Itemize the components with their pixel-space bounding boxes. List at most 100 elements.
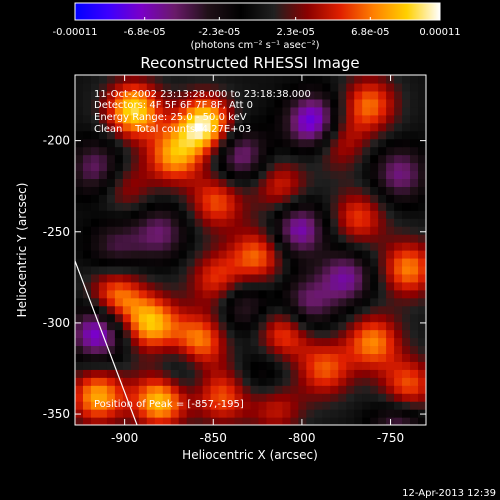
heatmap-cell <box>314 114 323 124</box>
heatmap-cell <box>138 369 148 378</box>
heatmap-cell <box>258 194 268 203</box>
heatmap-cell <box>122 114 132 124</box>
heatmap-cell <box>354 162 363 172</box>
heatmap-cell <box>98 305 108 315</box>
heatmap-cell <box>282 194 291 203</box>
heatmap-cell <box>162 242 172 251</box>
heatmap-cell <box>402 154 411 164</box>
heatmap-cell <box>75 257 84 267</box>
heatmap-cell <box>362 289 371 299</box>
heatmap-cell <box>346 170 355 179</box>
heatmap-cell <box>130 265 140 275</box>
heatmap-cell <box>98 138 108 148</box>
heatmap-cell <box>106 154 116 164</box>
heatmap-cell <box>386 250 395 259</box>
heatmap-cell <box>354 377 363 386</box>
heatmap-cell <box>82 75 92 84</box>
heatmap-cell <box>410 289 419 299</box>
heatmap-cell <box>170 313 180 323</box>
heatmap-cell <box>258 393 268 402</box>
heatmap-cell <box>290 130 299 140</box>
heatmap-cell <box>290 265 299 275</box>
heatmap-cell <box>250 194 260 203</box>
heatmap-cell <box>82 273 92 283</box>
heatmap-cell <box>290 257 299 267</box>
heatmap-cell <box>394 250 403 259</box>
heatmap-cell <box>370 98 379 108</box>
heatmap-cell <box>370 186 379 195</box>
heatmap-cell <box>322 194 331 203</box>
heatmap-cell <box>234 265 244 275</box>
heatmap-cell <box>258 289 268 299</box>
heatmap-cell <box>106 273 116 283</box>
heatmap-cell <box>362 385 371 394</box>
heatmap-cell <box>362 75 371 84</box>
heatmap-cell <box>290 234 299 243</box>
heatmap-cell <box>306 226 315 235</box>
heatmap-cell <box>202 321 212 331</box>
heatmap-cell <box>282 146 291 156</box>
heatmap-cell <box>226 202 236 211</box>
heatmap-cell <box>290 321 299 331</box>
heatmap-cell <box>258 138 268 148</box>
heatmap-cell <box>378 114 387 124</box>
heatmap-cell <box>162 385 172 394</box>
heatmap-cell <box>266 273 276 283</box>
heatmap-cell <box>290 90 299 100</box>
heatmap-cell <box>306 242 315 251</box>
heatmap-cell <box>258 273 268 283</box>
heatmap-cell <box>298 329 307 339</box>
heatmap-cell <box>354 281 363 291</box>
heatmap-cell <box>306 369 315 378</box>
heatmap-cell <box>282 186 291 195</box>
heatmap-cell <box>210 130 220 140</box>
heatmap-cell <box>282 122 291 132</box>
heatmap-cell <box>234 353 244 362</box>
heatmap-cell <box>250 210 260 219</box>
heatmap-cell <box>114 313 124 323</box>
heatmap-cell <box>418 154 426 164</box>
heatmap-cell <box>122 75 132 84</box>
heatmap-cell <box>402 98 411 108</box>
heatmap-cell <box>90 194 100 203</box>
heatmap-cell <box>210 369 220 378</box>
heatmap-cell <box>210 273 220 283</box>
heatmap-cell <box>138 337 148 347</box>
heatmap-cell <box>394 281 403 291</box>
heatmap-cell <box>306 210 315 219</box>
heatmap-cell <box>242 154 252 164</box>
heatmap-cell <box>330 377 339 386</box>
heatmap-cell <box>266 90 276 100</box>
heatmap-cell <box>98 154 108 164</box>
heatmap-cell <box>146 75 156 84</box>
heatmap-cell <box>162 345 172 354</box>
heatmap-cell <box>218 210 228 219</box>
heatmap-cell <box>386 273 395 283</box>
heatmap-cell <box>90 273 100 283</box>
heatmap-cell <box>170 114 180 124</box>
heatmap-cell <box>114 75 124 84</box>
heatmap-cell <box>258 82 268 92</box>
heatmap-cell <box>402 210 411 219</box>
heatmap-cell <box>298 170 307 179</box>
heatmap-cell <box>90 377 100 386</box>
heatmap-cell <box>378 401 387 410</box>
heatmap-cell <box>75 178 84 187</box>
heatmap-cell <box>75 122 84 132</box>
heatmap-cell <box>306 250 315 259</box>
heatmap-cell <box>154 114 164 124</box>
heatmap-cell <box>250 90 260 100</box>
heatmap-cell <box>290 361 299 370</box>
heatmap-cell <box>322 377 331 386</box>
heatmap-cell <box>402 178 411 187</box>
heatmap-cell <box>370 273 379 283</box>
heatmap-cell <box>322 114 331 124</box>
heatmap-cell <box>274 305 284 315</box>
heatmap-cell <box>258 345 268 354</box>
heatmap-cell <box>418 417 426 425</box>
heatmap-cell <box>194 242 204 251</box>
heatmap-cell <box>266 321 276 331</box>
heatmap-cell <box>418 210 426 219</box>
heatmap-cell <box>122 265 132 275</box>
heatmap-cell <box>338 138 347 148</box>
